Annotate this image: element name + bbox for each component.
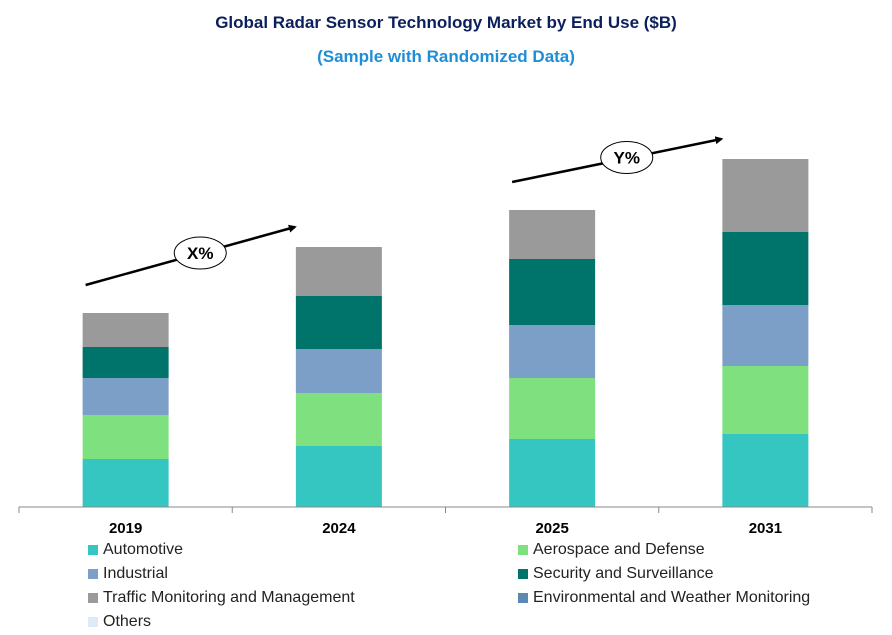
x-tick-label-2024: 2024 [322,520,356,537]
legend-swatch [88,593,98,603]
bar-2031-industrial [722,305,809,366]
legend-item-automotive: Automotive [88,539,183,561]
bar-2024-security-and-surveillance [295,296,382,349]
bar-2025-security-and-surveillance [509,259,596,325]
legend-swatch [88,617,98,627]
x-tick-label-2031: 2031 [749,520,782,537]
legend-swatch [88,569,98,579]
legend-label: Others [103,613,152,630]
bar-2019-automotive [82,459,169,507]
bar-2019-aerospace-and-defense [82,415,169,459]
legend-item-environmental-and-weather-monitoring: Environmental and Weather Monitoring [518,587,810,609]
growth-annotations: X% Y% [85,136,724,287]
legend-label: Industrial [103,565,168,582]
bar-2025-automotive [509,439,596,507]
legend-swatch [518,593,528,603]
chart-plot: 2019 2024 2025 2031 X% Y% [18,136,873,537]
bars-group [82,159,809,507]
legend-label: Automotive [103,541,184,558]
growth-label-1: X% [187,244,213,263]
bar-2024-industrial [295,349,382,393]
growth-label-2: Y% [614,149,640,168]
legend-item-security-and-surveillance: Security and Surveillance [518,563,714,585]
legend-swatch [518,545,528,555]
legend-label: Environmental and Weather Monitoring [533,589,811,606]
legend-label: Traffic Monitoring and Management [103,589,355,606]
bar-2031-security-and-surveillance [722,232,809,305]
bar-2019-security-and-surveillance [82,347,169,378]
x-axis-ticks: 2019 2024 2025 2031 [18,507,873,537]
legend-label: Security and Surveillance [533,565,714,582]
bar-2025-traffic-monitoring-and-management [509,210,596,259]
bar-2031-aerospace-and-defense [722,366,809,434]
legend-item-aerospace-and-defense: Aerospace and Defense [518,539,705,561]
bar-2031-traffic-monitoring-and-management [722,159,809,232]
legend-item-others: Others [88,611,151,633]
x-tick-label-2025: 2025 [535,520,568,537]
bar-2019-industrial [82,378,169,415]
chart-subtitle: (Sample with Randomized Data) [317,47,575,66]
growth-label-bubble-2 [600,141,654,174]
bar-2025-aerospace-and-defense [509,378,596,439]
legend-label: Aerospace and Defense [533,541,705,558]
legend-swatch [88,545,98,555]
legend-item-industrial: Industrial [88,563,168,585]
x-tick-label-2019: 2019 [109,520,142,537]
bar-2031-automotive [722,434,809,507]
bar-2025-industrial [509,325,596,378]
bar-2024-traffic-monitoring-and-management [295,247,382,296]
legend-item-traffic-monitoring-and-management: Traffic Monitoring and Management [88,587,355,609]
chart-title: Global Radar Sensor Technology Market by… [215,13,677,32]
legend-swatch [518,569,528,579]
bar-2024-aerospace-and-defense [295,393,382,446]
bar-2024-automotive [295,446,382,507]
growth-label-bubble-1 [173,236,227,270]
bar-2019-traffic-monitoring-and-management [82,313,169,347]
